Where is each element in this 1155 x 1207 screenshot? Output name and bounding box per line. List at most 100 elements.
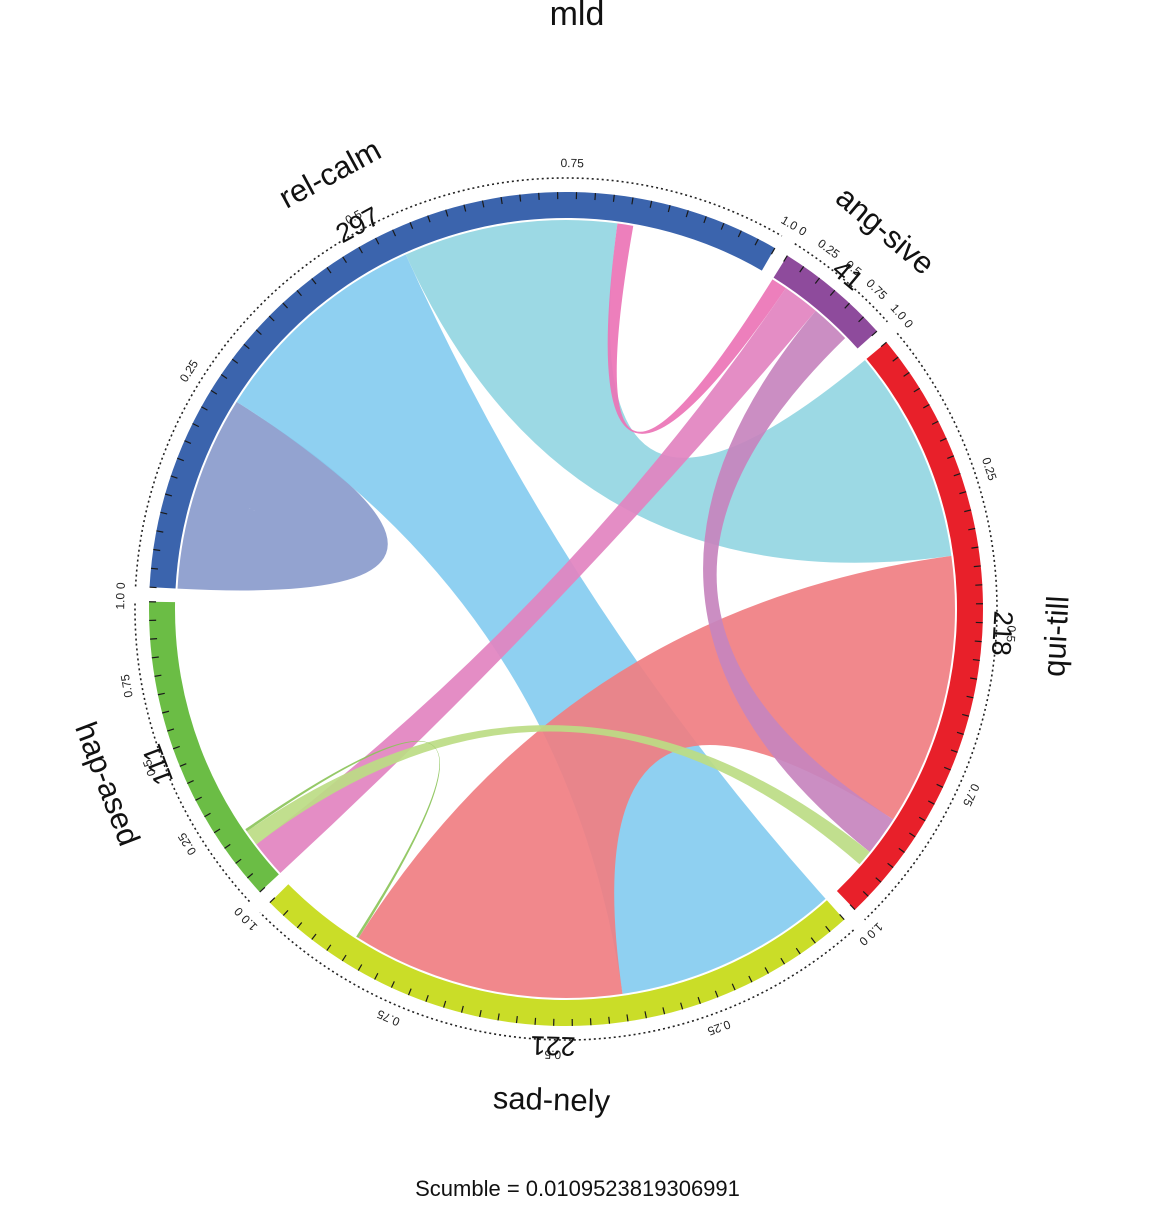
sector-tick-rel-calm [754,238,759,246]
sector-tick-qui-till [862,891,869,897]
sector-tick-rel-calm [165,493,173,497]
sector-tick-rel-calm [255,329,262,335]
sector-tick-qui-till [971,546,979,549]
sector-tick-ang-sive [829,289,836,296]
sector-tick-qui-till [918,816,926,822]
sector-label-sad-nely: sad-nely [492,1080,611,1118]
sector-tick-sad-nely [282,909,289,916]
chord-hap-ased-to-qui-till [246,725,870,865]
sector-tick-sad-nely [425,994,429,1002]
sector-tick-hap-ased [224,843,231,849]
scale-tick-label: 1.0 [113,592,127,609]
sector-tick-hap-ased [172,745,180,750]
sector-tick-rel-calm [153,548,161,552]
sector-tick-sad-nely [515,1016,518,1024]
scale-tick-label: 0.75 [863,276,890,303]
sector-tick-rel-calm [160,511,168,515]
sector-tick-ang-sive [858,316,864,323]
sector-tick-sad-nely [764,967,769,974]
sector-label-hap-ased: hap-ased [68,717,147,850]
sector-tick-rel-calm [463,204,467,212]
sector-tick-rel-calm [150,567,159,570]
sector-tick-rel-calm [737,230,742,238]
sector-tick-rel-calm [282,302,288,309]
sector-tick-rel-calm [612,194,615,202]
sector-tick-hap-ased [195,796,202,801]
scale-tick-label: 0.5 [140,757,159,778]
sector-tick-ang-sive [844,302,850,309]
sector-tick-hap-ased [235,858,242,864]
sector-tick-rel-calm [685,210,689,218]
sector-tick-qui-till [959,491,967,495]
sector-tick-qui-till [964,509,972,513]
sector-tick-sad-nely [810,937,816,944]
sector-rel-calm [149,192,775,589]
sector-tick-hap-ased [167,728,175,732]
scale-tick-label: 0.25 [175,830,199,858]
sector-tick-qui-till [875,877,882,883]
scale-tick-label: 0.25 [177,357,201,384]
sector-tick-sad-nely [390,981,395,988]
sector-tick-ang-sive [783,255,788,262]
sector-count-sad-nely: 221 [530,1030,576,1061]
chord-hap-ased-to-ang-sive [256,288,816,874]
scale-arc-hap-ased [134,601,251,903]
scale-tick-label: 0.25 [705,1017,732,1038]
sector-tick-qui-till [950,749,958,753]
sector-tick-qui-till [923,403,930,409]
sector-tick-qui-till [972,658,980,662]
sector-tick-qui-till [966,695,974,699]
sector-tick-sad-nely [326,944,332,951]
scale-tick-label: 0.25 [979,456,1000,483]
sector-tick-rel-calm [170,475,178,479]
scale-tick-label: 0 [231,904,246,919]
sector-tick-rel-calm [519,194,522,202]
chord-qui-till-to-sad-nely [358,555,955,998]
sector-tick-qui-till [880,341,887,348]
sector-tick-qui-till [903,371,910,377]
chord-rel-calm-to-rel-calm [177,401,388,591]
scale-tick-label: 0.75 [560,156,584,170]
sector-tick-rel-calm [392,229,397,237]
scale-tick-label: 0.25 [815,236,842,261]
scale-tick-label: 1.0 [238,912,260,934]
sector-tick-rel-calm [231,358,239,364]
sector-tick-sad-nely [825,925,831,933]
scale-tick-label: 0.75 [118,673,136,699]
sector-tick-hap-ased [162,710,170,714]
sector-tick-rel-calm [311,278,317,285]
sector-tick-rel-calm [770,247,776,255]
scumble-footer: Scumble = 0.0109523819306991 [415,1176,740,1201]
sector-tick-qui-till [956,731,964,735]
sector-tick-sad-nely [644,1011,647,1019]
sector-tick-rel-calm [358,246,363,254]
scale-tick-label: 1.0 [779,213,801,234]
sector-tick-qui-till [974,640,982,643]
sector-tick-sad-nely [357,964,363,971]
scale-tick-label: 0 [901,317,916,331]
sector-tick-ang-sive [871,330,878,337]
sector-tick-hap-ased [213,828,221,834]
sector-tick-qui-till [887,862,894,869]
sector-tick-ang-sive [799,266,805,273]
scale-arc-qui-till [864,332,998,921]
scale-tick-label: 0 [114,582,128,590]
sector-tick-rel-calm [243,343,250,350]
sector-tick-rel-calm [184,440,192,445]
sector-tick-hap-ased [154,674,162,677]
sector-tick-rel-calm [342,256,347,264]
sector-tick-qui-till [931,420,939,425]
sector-tick-qui-till [943,766,951,771]
sector-tick-qui-till [962,713,970,717]
sector-tick-sad-nely [680,1002,684,1010]
sector-tick-hap-ased [204,812,211,818]
sector-tick-rel-calm [427,215,431,223]
sector-tick-sad-nely [839,913,845,920]
sector-tick-sad-nely [479,1009,482,1018]
sector-tick-rel-calm [268,315,275,322]
sector-tick-sad-nely [780,957,786,965]
sector-tick-rel-calm [720,222,725,230]
sector-tick-rel-calm [445,209,449,217]
sector-tick-sad-nely [534,1017,537,1025]
scale-tick-label: 0 [796,223,809,239]
